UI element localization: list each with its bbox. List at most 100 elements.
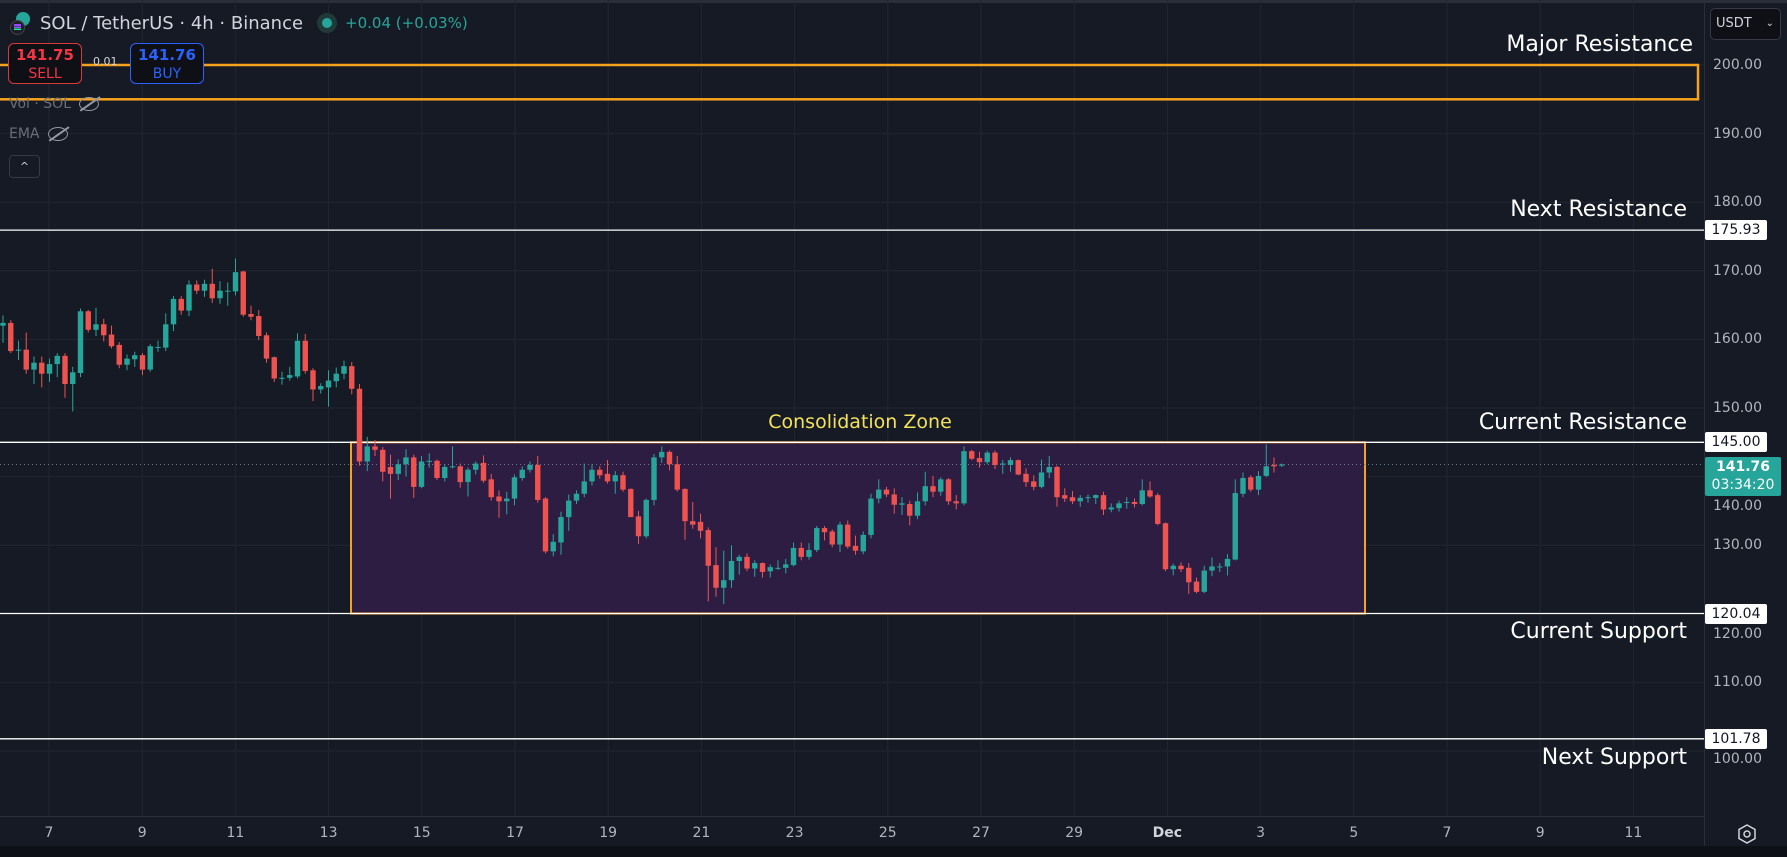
market-status-icon — [317, 13, 338, 33]
candle-up — [550, 541, 556, 552]
candle-up — [775, 567, 781, 569]
bar-countdown: 03:34:20 — [1711, 477, 1775, 493]
time-tick-label: 11 — [226, 825, 245, 841]
candle-up — [318, 386, 324, 390]
candle-up — [333, 373, 339, 382]
sol-logo-icon[interactable] — [10, 12, 32, 35]
candle-up — [465, 469, 471, 483]
candle-down — [829, 531, 835, 545]
candle-up — [938, 479, 944, 492]
candle-up — [860, 534, 866, 552]
indicator-ema[interactable]: EMA — [9, 126, 68, 142]
candle-down — [697, 521, 704, 531]
candle-up — [1279, 464, 1285, 466]
candle-down — [108, 334, 115, 347]
candle-up — [186, 284, 192, 311]
major-resistance-label[interactable]: Major Resistance — [1506, 32, 1693, 57]
symbol-header: SOL / TetherUS · 4h · Binance +0.04 (+0.… — [10, 11, 468, 35]
candle-up — [511, 477, 518, 499]
candle-up — [279, 377, 285, 379]
indicator-volume[interactable]: Vol · SOL — [9, 96, 100, 112]
candle-up — [1093, 495, 1099, 498]
consolidation-zone — [350, 441, 1366, 615]
eye-off-icon[interactable] — [79, 97, 100, 111]
price-tick-label: 150.00 — [1713, 400, 1762, 416]
current-resistance-label[interactable]: Current Resistance — [1478, 410, 1687, 435]
candle-down — [1015, 460, 1021, 475]
candlestick-chart[interactable] — [0, 0, 1704, 816]
current-price: 141.76 — [1715, 459, 1771, 475]
candle-up — [868, 498, 874, 535]
candle-down — [1031, 481, 1037, 487]
price-tick-label: 200.00 — [1713, 57, 1762, 73]
candle-up — [573, 493, 580, 501]
candle-down — [209, 283, 215, 299]
currency-select[interactable]: USDT ⌄ — [1710, 8, 1781, 40]
candle-up — [589, 469, 595, 482]
price-change: +0.04 (+0.03%) — [345, 14, 468, 32]
price-axis[interactable] — [1704, 0, 1787, 846]
time-tick-label: 7 — [1442, 825, 1452, 841]
time-tick-label: 15 — [412, 825, 431, 841]
candle-down — [883, 489, 890, 495]
next-resistance-label[interactable]: Next Resistance — [1510, 197, 1687, 222]
next-support-label[interactable]: Next Support — [1541, 745, 1687, 770]
candle-up — [566, 500, 572, 518]
sell-price: 141.75 — [16, 46, 74, 64]
candle-down — [907, 504, 913, 516]
candle-down — [597, 469, 603, 476]
candle-down — [116, 344, 122, 365]
collapse-legend-button[interactable]: ^ — [9, 155, 40, 178]
level-price-label: 101.78 — [1705, 728, 1767, 749]
candle-up — [790, 547, 797, 566]
currency-value: USDT — [1716, 16, 1752, 31]
candle-up — [1255, 475, 1262, 490]
price-tick-label: 100.00 — [1713, 750, 1762, 767]
candle-down — [845, 524, 851, 547]
candle-down — [488, 479, 494, 498]
candle-up — [1170, 565, 1176, 570]
candle-up — [504, 498, 510, 502]
candle-down — [1131, 501, 1138, 505]
candle-up — [395, 464, 401, 474]
buy-button[interactable]: 141.76 BUY — [130, 43, 204, 84]
sell-button[interactable]: 141.75 SELL — [8, 43, 82, 84]
candle-up — [341, 366, 347, 374]
candle-up — [1038, 472, 1045, 487]
candle-down — [356, 388, 363, 462]
candle-up — [426, 460, 432, 462]
candle-down — [411, 457, 417, 487]
time-tick-label: 25 — [878, 825, 897, 841]
candle-up — [403, 457, 409, 465]
candle-down — [1186, 567, 1192, 583]
eye-off-icon[interactable] — [47, 127, 68, 141]
candle-up — [922, 486, 928, 502]
candle-up — [442, 466, 448, 478]
candle-down — [8, 322, 14, 352]
candle-up — [364, 446, 370, 462]
candle-up — [558, 517, 564, 543]
candle-up — [46, 364, 53, 374]
candle-up — [1007, 460, 1014, 465]
candle-up — [1263, 466, 1269, 476]
candle-down — [682, 488, 688, 522]
candle-up — [225, 290, 231, 292]
candle-down — [620, 475, 626, 490]
candle-up — [899, 503, 905, 505]
time-axis[interactable] — [0, 816, 1704, 847]
candle-down — [434, 460, 440, 478]
candle-up — [1201, 570, 1207, 592]
candle-down — [852, 545, 859, 551]
settings-icon[interactable] — [1736, 823, 1758, 845]
consolidation-zone-label[interactable]: Consolidation Zone — [768, 411, 952, 433]
candle-up — [1046, 466, 1052, 473]
time-tick-label: 7 — [44, 825, 54, 841]
current-support-label[interactable]: Current Support — [1510, 619, 1687, 644]
candle-up — [132, 355, 138, 360]
candle-down — [263, 335, 270, 359]
candle-up — [837, 524, 843, 545]
symbol-title[interactable]: SOL / TetherUS · 4h · Binance — [40, 12, 304, 34]
candle-up — [70, 372, 76, 384]
candle-down — [387, 466, 394, 474]
candle-down — [969, 451, 975, 459]
